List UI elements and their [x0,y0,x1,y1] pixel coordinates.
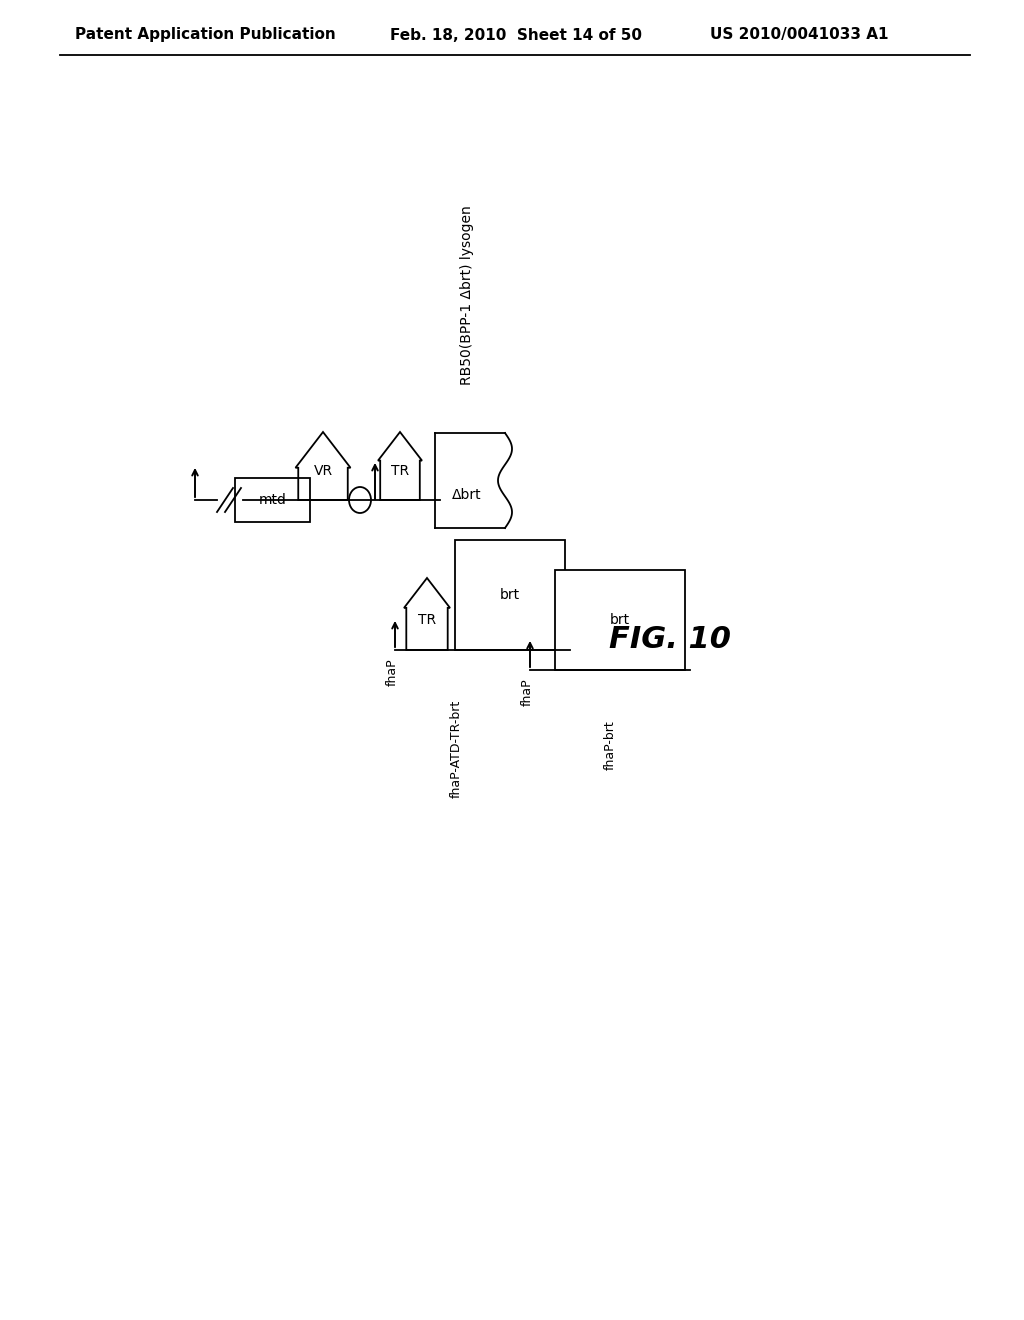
Text: TR: TR [391,465,409,478]
Text: TR: TR [418,612,436,627]
Text: mtd: mtd [259,492,287,507]
Text: fhaP-ATD-TR-brt: fhaP-ATD-TR-brt [450,700,463,799]
Text: brt: brt [500,587,520,602]
Text: FIG. 10: FIG. 10 [609,626,731,655]
Text: Feb. 18, 2010  Sheet 14 of 50: Feb. 18, 2010 Sheet 14 of 50 [390,28,642,42]
Text: fhaP-brt: fhaP-brt [603,719,616,770]
Text: RB50(BPP-1 Δbrt) lysogen: RB50(BPP-1 Δbrt) lysogen [460,205,473,385]
Text: fhaP: fhaP [520,678,534,706]
Text: VR: VR [313,465,333,478]
Text: fhaP: fhaP [385,657,398,685]
Text: Δbrt: Δbrt [452,488,481,502]
Bar [555,570,685,671]
Bar [234,478,310,521]
Text: US 2010/0041033 A1: US 2010/0041033 A1 [710,28,889,42]
Bar [455,540,565,649]
Text: brt: brt [610,612,630,627]
Text: Patent Application Publication: Patent Application Publication [75,28,336,42]
